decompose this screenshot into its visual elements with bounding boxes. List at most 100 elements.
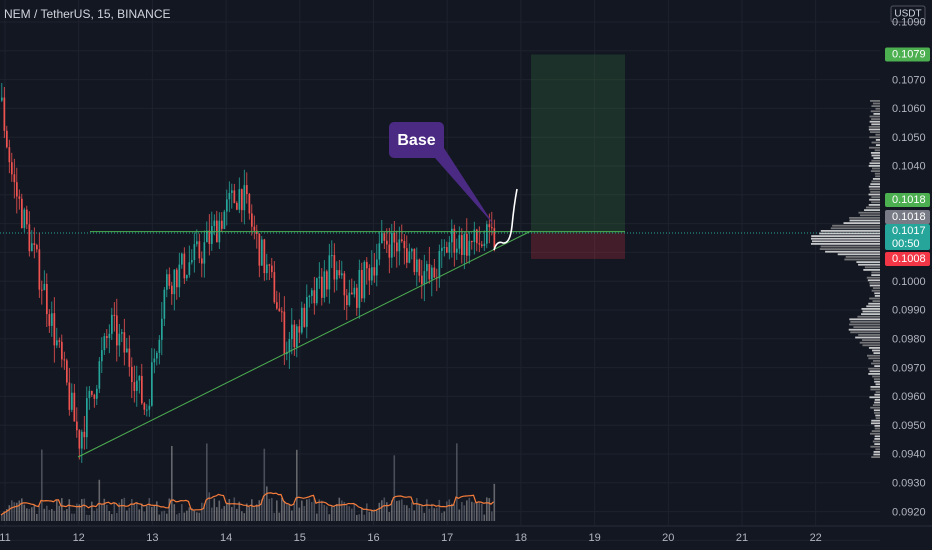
volume-bar xyxy=(201,502,203,521)
volume-bar xyxy=(333,505,336,521)
volume-profile-bar xyxy=(872,287,880,289)
volume-bar xyxy=(118,502,121,521)
volume-bar xyxy=(16,502,18,521)
candle-body xyxy=(316,278,318,304)
volume-bar xyxy=(471,501,473,521)
volume-bar xyxy=(263,448,266,521)
volume-bar xyxy=(6,509,8,521)
candle-body xyxy=(141,375,143,404)
candle-body xyxy=(58,340,61,342)
volume-bar xyxy=(388,512,391,521)
volume-profile-bar xyxy=(849,318,880,321)
volume-profile-bar xyxy=(866,305,880,308)
volume-bar xyxy=(286,504,288,521)
volume-profile-bar xyxy=(811,240,880,243)
candle-body xyxy=(151,362,153,406)
volume-bar xyxy=(411,502,413,521)
volume-bar xyxy=(268,498,271,521)
volume-profile-bar xyxy=(868,373,880,375)
volume-profile-bar xyxy=(873,378,880,380)
volume-bar xyxy=(223,506,226,521)
volume-bar xyxy=(208,492,211,521)
candle-body xyxy=(98,361,101,389)
time-label: 14 xyxy=(220,532,232,544)
volume-bar xyxy=(96,508,98,521)
volume-bar xyxy=(76,503,78,521)
volume-bar xyxy=(133,503,136,521)
candle-body xyxy=(11,162,13,175)
volume-profile-bar xyxy=(874,438,880,440)
volume-bar xyxy=(381,500,383,521)
volume-profile-bar xyxy=(855,336,880,339)
candle-body xyxy=(438,251,441,279)
candle-body xyxy=(303,307,306,327)
volume-bar xyxy=(26,508,28,521)
volume-profile-bar xyxy=(874,149,880,152)
volume-bar xyxy=(456,443,458,521)
candle-body xyxy=(313,290,316,304)
candle-body xyxy=(118,333,121,346)
candle-body xyxy=(51,313,53,326)
candle-body xyxy=(413,248,416,273)
volume-bar xyxy=(363,514,366,521)
volume-profile-bar xyxy=(869,115,880,118)
volume-profile-bar xyxy=(871,271,880,274)
volume-profile-bar xyxy=(849,323,880,326)
candle-body xyxy=(343,273,346,296)
candle-body xyxy=(126,348,128,353)
candle-body xyxy=(88,390,91,399)
candle-body xyxy=(228,192,231,200)
volume-profile-bar xyxy=(871,141,880,144)
candle-body xyxy=(38,249,41,290)
volume-profile-bar xyxy=(873,113,880,115)
volume-profile-bar xyxy=(869,120,880,123)
volume-bar xyxy=(108,510,111,521)
price-label: 0.0930 xyxy=(892,478,926,490)
volume-bar xyxy=(176,514,178,521)
volume-bar xyxy=(168,498,171,521)
volume-bar xyxy=(476,502,478,521)
volume-bar xyxy=(113,502,116,521)
volume-profile-bar xyxy=(868,204,880,206)
candle-body xyxy=(258,233,261,266)
volume-bar xyxy=(448,499,451,521)
volume-bar xyxy=(46,505,48,521)
volume-profile-bar xyxy=(871,274,880,276)
volume-bar xyxy=(213,498,216,521)
candle-body xyxy=(33,243,36,246)
candle-body xyxy=(346,295,348,306)
candle-body xyxy=(278,308,281,312)
volume-bar xyxy=(188,507,191,521)
candle-body xyxy=(361,269,363,299)
candle-body xyxy=(358,269,361,308)
volume-profile-bar xyxy=(862,344,880,347)
volume-profile-bar xyxy=(869,131,880,133)
candle-body xyxy=(396,242,398,252)
volume-bar xyxy=(206,443,208,521)
volume-bar xyxy=(481,503,483,521)
volume-profile-bar xyxy=(849,219,880,222)
price-label: 0.1070 xyxy=(892,74,926,86)
volume-bar xyxy=(128,507,131,521)
volume-bar xyxy=(101,503,103,521)
volume-profile-bar xyxy=(858,211,880,214)
volume-bar xyxy=(43,508,46,521)
candle-body xyxy=(166,274,168,290)
candle-body xyxy=(338,270,341,276)
volume-profile-bar xyxy=(872,300,880,302)
volume-profile-bar xyxy=(872,349,880,352)
volume-profile-bar xyxy=(874,443,880,445)
volume-profile-bar xyxy=(866,354,880,357)
candle-body xyxy=(408,251,411,263)
volume-bar xyxy=(151,506,153,521)
volume-profile-bar xyxy=(870,406,880,409)
volume-bar xyxy=(248,507,251,521)
candle-body xyxy=(431,267,433,280)
volume-bar xyxy=(146,506,148,521)
volume-bar xyxy=(93,510,96,521)
candle-body xyxy=(63,359,66,361)
candle-body xyxy=(206,230,208,243)
volume-bar xyxy=(291,510,293,521)
volume-bar xyxy=(156,501,158,521)
volume-bar xyxy=(73,513,76,521)
